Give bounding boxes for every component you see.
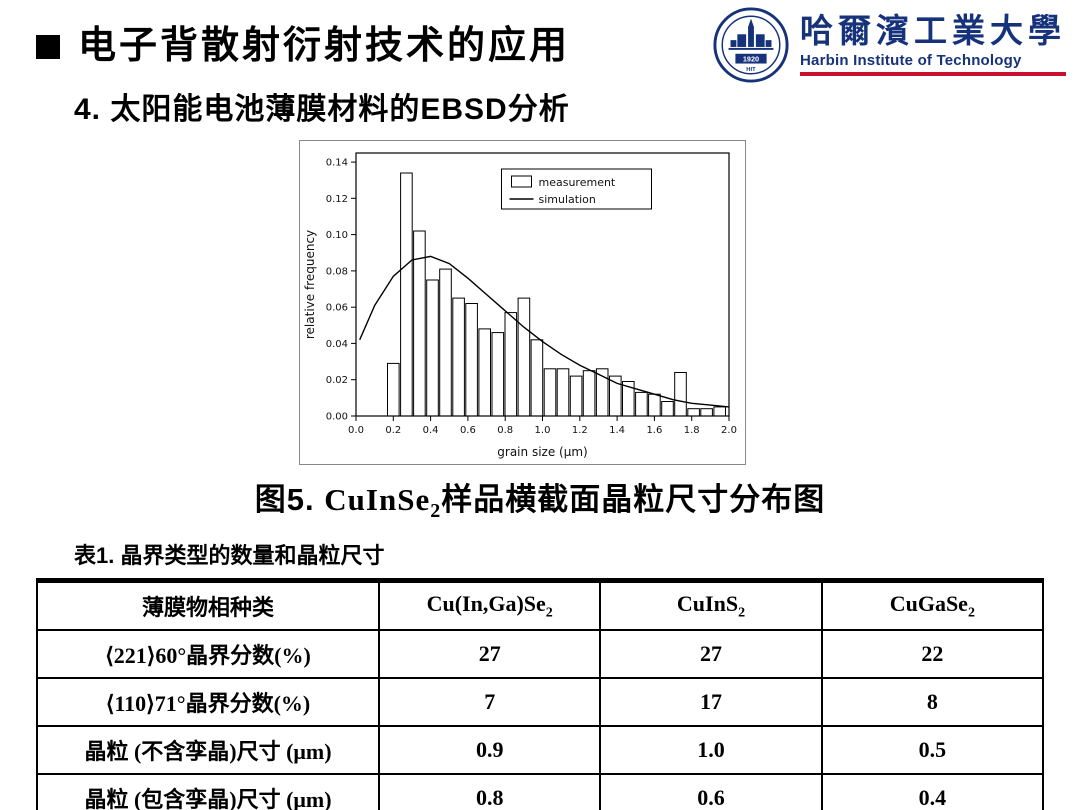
university-logo: 1920 HIT 哈爾濱工業大學 Harbin Institute of Tec… [712, 6, 1066, 84]
table-header-cell: CuInS2 [599, 579, 823, 631]
figure-caption: 图5. CuInSe2样品横截面晶粒尺寸分布图 [0, 474, 1080, 523]
table-body: ⟨221⟩60°晶界分数(%) 27 27 22 ⟨110⟩71°晶界分数(%) 7 17 8… [35, 629, 1045, 810]
grain-boundary-table: 薄膜物相种类 Cu(In,Ga)Se2 CuInS2 CuGaSe2 ⟨221⟩60°… [35, 578, 1045, 810]
figure-caption-formula: CuInSe [324, 482, 431, 517]
table-cell-value: 7 [378, 677, 602, 727]
badge-year-text: 1920 [743, 55, 759, 64]
svg-text:0.10: 0.10 [326, 230, 348, 241]
table-row-label: 晶粒 (包含孪晶)尺寸 (μm) [35, 773, 381, 810]
svg-text:1.8: 1.8 [684, 425, 700, 436]
university-name-en: Harbin Institute of Technology [800, 52, 1022, 70]
header: 电子背散射衍射技术的应用 [36, 24, 570, 70]
table-cell-value: 27 [599, 629, 823, 679]
table-cell-value: 17 [599, 677, 823, 727]
table-row-label: ⟨110⟩71°晶界分数(%) [35, 677, 381, 727]
table-cell-value: 0.4 [820, 773, 1045, 810]
badge-abbr-text: HIT [746, 67, 756, 73]
table-row: 晶粒 (不含孪晶)尺寸 (μm) 0.9 1.0 0.5 [35, 725, 1045, 775]
svg-text:1.4: 1.4 [609, 425, 625, 436]
svg-text:relative frequency: relative frequency [303, 230, 317, 339]
svg-text:1.6: 1.6 [646, 425, 662, 436]
hit-emblem-icon: 1920 HIT [713, 7, 789, 83]
table-cell-value: 0.8 [378, 773, 602, 810]
section-subtitle: 4. 太阳能电池薄膜材料的EBSD分析 [74, 93, 570, 126]
svg-text:0.06: 0.06 [326, 303, 348, 314]
svg-text:0.04: 0.04 [326, 339, 348, 350]
figure-caption-subscript: 2 [430, 500, 442, 523]
svg-text:0.02: 0.02 [326, 375, 348, 386]
table-header-row: 薄膜物相种类 Cu(In,Ga)Se2 CuInS2 CuGaSe2 [35, 579, 1045, 631]
table-cell-value: 0.6 [599, 773, 823, 810]
svg-text:0.08: 0.08 [326, 266, 348, 277]
table-cell-value: 0.9 [378, 725, 602, 775]
svg-text:0.00: 0.00 [326, 412, 348, 423]
svg-text:grain size (μm): grain size (μm) [497, 445, 587, 459]
svg-text:2.0: 2.0 [721, 425, 737, 436]
svg-text:1.2: 1.2 [572, 425, 588, 436]
table-header-cell: Cu(In,Ga)Se2 [378, 579, 602, 631]
university-name-cn: 哈爾濱工業大學 [800, 13, 1066, 50]
table-row: 晶粒 (包含孪晶)尺寸 (μm) 0.8 0.6 0.4 [35, 773, 1045, 810]
figure-caption-prefix: 图5. [254, 482, 325, 517]
svg-text:1.0: 1.0 [535, 425, 551, 436]
table-cell-value: 1.0 [599, 725, 823, 775]
svg-text:0.8: 0.8 [497, 425, 513, 436]
svg-text:0.2: 0.2 [385, 425, 401, 436]
svg-text:0.12: 0.12 [326, 194, 348, 205]
table-header-cell: CuGaSe2 [820, 579, 1045, 631]
svg-text:0.6: 0.6 [460, 425, 476, 436]
table-cell-value: 27 [378, 629, 602, 679]
logo-text-block: 哈爾濱工業大學 Harbin Institute of Technology [800, 13, 1066, 77]
table-cell-value: 22 [820, 629, 1045, 679]
svg-text:measurement: measurement [539, 176, 616, 189]
svg-text:0.0: 0.0 [348, 425, 364, 436]
figure-box: 0.0 0.2 0.4 0.6 0.8 1.0 1.2 1.4 1.6 1.8 2.0 0.00 0.0… [299, 140, 746, 465]
table-caption: 表1. 晶界类型的数量和晶粒尺寸 [74, 543, 385, 568]
page-title: 电子背散射衍射技术的应用 [78, 25, 571, 67]
grain-size-histogram-chart: 0.0 0.2 0.4 0.6 0.8 1.0 1.2 1.4 1.6 1.8 2.0 0.00 0.0… [303, 152, 737, 459]
svg-text:0.14: 0.14 [326, 158, 348, 169]
table-cell-value: 0.5 [820, 725, 1045, 775]
figure-caption-rest: 样品横截面晶粒尺寸分布图 [441, 482, 826, 517]
table-row: ⟨110⟩71°晶界分数(%) 7 17 8 [35, 677, 1045, 727]
logo-red-underline [800, 72, 1066, 77]
table-row: ⟨221⟩60°晶界分数(%) 27 27 22 [35, 629, 1045, 679]
table-row-label: ⟨221⟩60°晶界分数(%) [35, 629, 381, 679]
svg-text:0.4: 0.4 [423, 425, 439, 436]
svg-text:simulation: simulation [539, 193, 596, 206]
table-cell-value: 8 [820, 677, 1045, 727]
title-bullet-icon [36, 35, 60, 59]
table-header-cell: 薄膜物相种类 [35, 579, 381, 631]
table-row-label: 晶粒 (不含孪晶)尺寸 (μm) [35, 725, 381, 775]
